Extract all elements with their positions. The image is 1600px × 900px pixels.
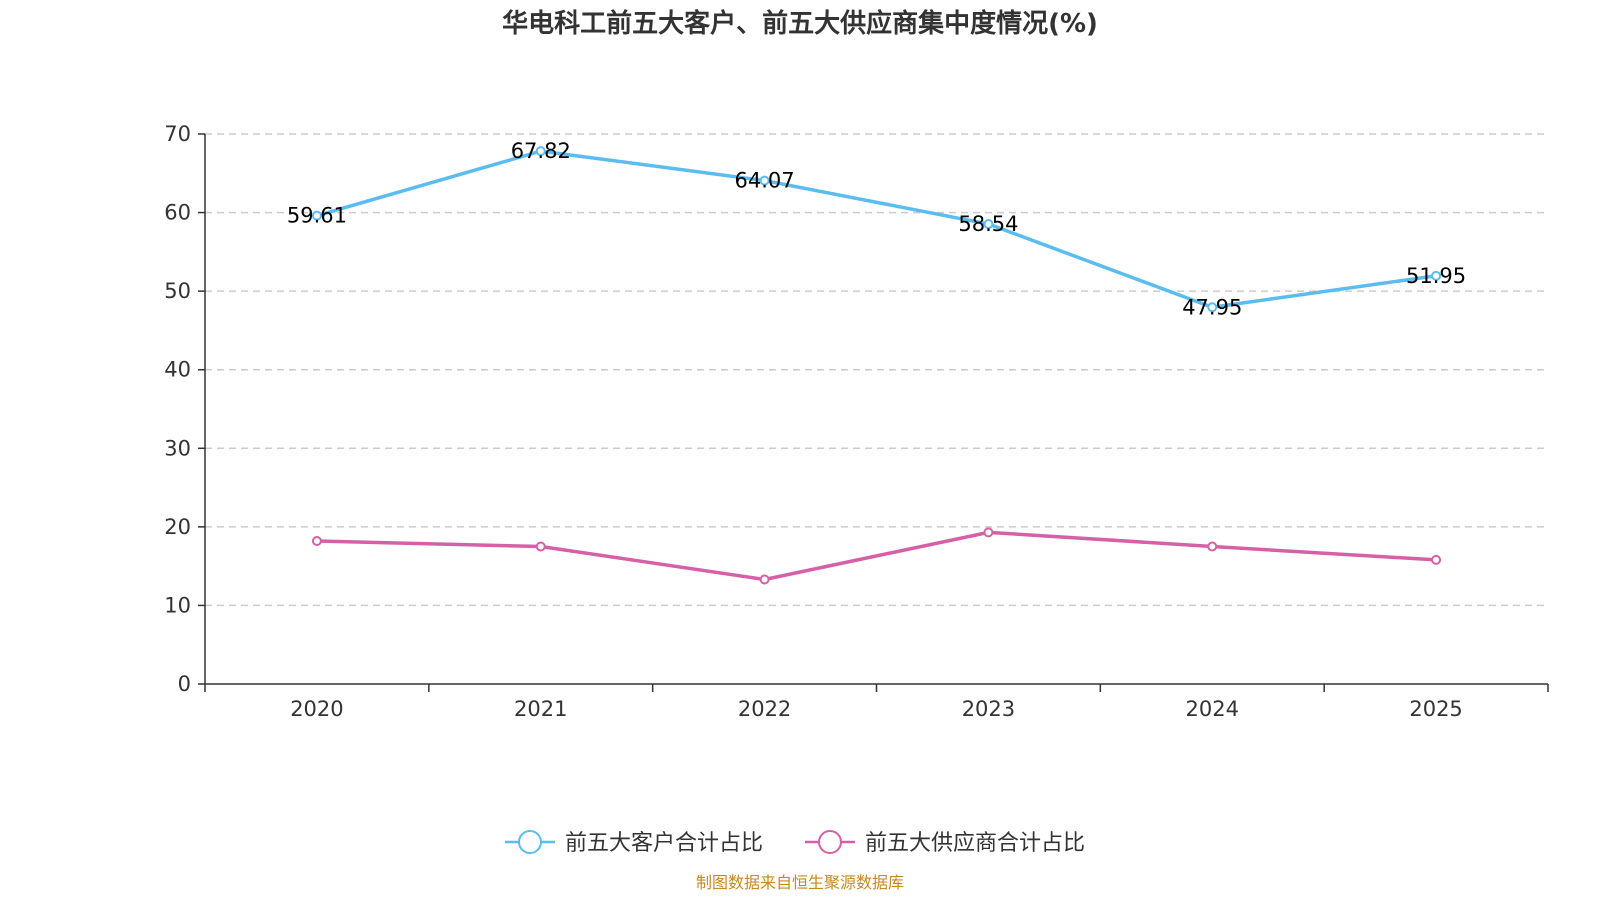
y-tick-label: 50 [164,279,191,303]
data-point[interactable] [1431,554,1442,565]
y-tick-label: 30 [164,436,191,460]
data-label: 67.82 [511,139,571,163]
x-tick-label: 2022 [738,697,791,721]
data-point[interactable] [311,210,322,221]
y-tick-label: 10 [164,593,191,617]
data-point[interactable] [759,574,770,585]
x-tick-label: 2021 [514,697,567,721]
legend-swatch-marker [518,830,542,854]
axes: 0 10 20 30 40 50 60 70 2020 2021 2022 2023 2024 2025 [164,122,1549,721]
data-label: 47.95 [1182,295,1242,319]
data-point[interactable] [535,146,546,157]
y-tick-label: 40 [164,358,191,382]
chart-title: 华电科工前五大客户、前五大供应商集中度情况(%) [502,8,1098,39]
data-labels: 59.61 67.82 64.07 58.54 47.95 51.95 [287,139,1466,319]
data-point[interactable] [535,541,546,552]
y-tick-label: 60 [164,201,191,225]
source-note: 制图数据来自恒生聚源数据库 [696,873,904,892]
grid-lines [205,133,1548,607]
data-point[interactable] [983,219,994,230]
data-point[interactable] [983,527,994,538]
legend-label: 前五大供应商合计占比 [865,831,1085,856]
series-layer [311,146,1442,585]
data-point[interactable] [1431,270,1442,281]
x-tick-label: 2025 [1409,697,1462,721]
x-tick-label: 2020 [290,697,343,721]
y-tick-label: 0 [178,672,191,696]
series-line [316,149,1437,309]
data-label: 64.07 [735,169,795,193]
data-label: 51.95 [1406,264,1466,288]
data-point[interactable] [311,536,322,546]
x-tick-label: 2024 [1186,697,1239,721]
y-tick-label: 70 [164,122,191,146]
legend[interactable]: 前五大客户合计占比 前五大供应商合计占比 [505,830,1085,856]
legend-swatch-marker [818,830,842,854]
legend-item[interactable]: 前五大客户合计占比 [505,830,763,856]
series-line [316,530,1437,582]
data-label: 59.61 [287,204,347,228]
data-point[interactable] [1207,541,1218,552]
data-point[interactable] [759,175,770,186]
x-tick-label: 2023 [962,697,1015,721]
data-point[interactable] [1207,302,1218,313]
data-label: 58.54 [958,212,1018,236]
legend-item[interactable]: 前五大供应商合计占比 [805,830,1085,856]
y-tick-label: 20 [164,515,191,539]
legend-label: 前五大客户合计占比 [565,831,763,856]
